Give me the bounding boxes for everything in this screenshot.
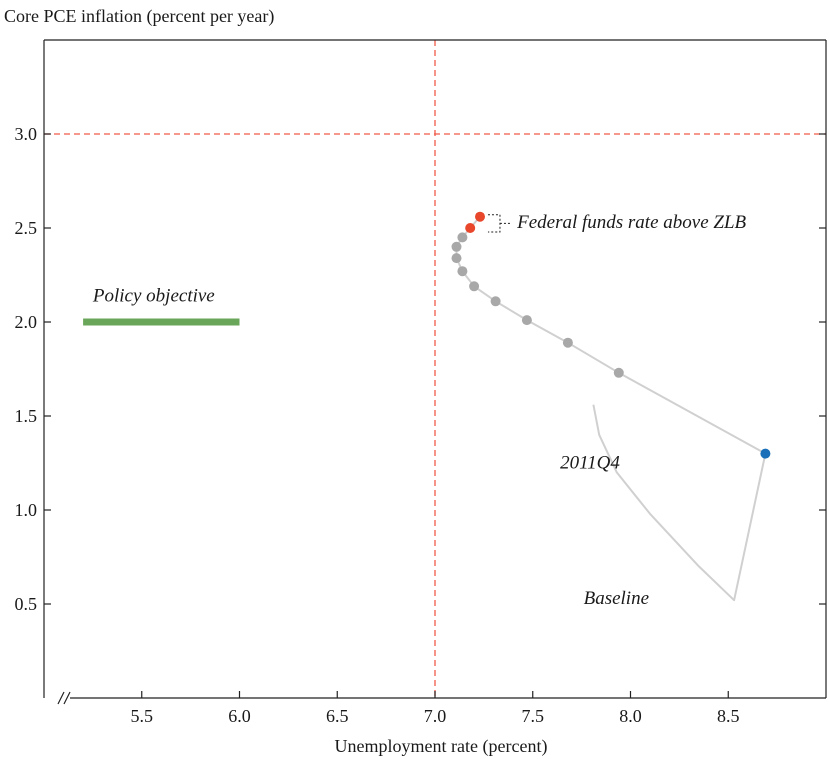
tick-labels: 5.5 6.0 6.5 7.0 7.5 8.0 8.5 0.5 1.0 1.5 2.0 2.5 3.0: [15, 124, 740, 726]
data-point-10: [465, 223, 476, 233]
x-tick-label-3: 7.0: [424, 706, 447, 726]
axis-break-mark-2: [63, 691, 71, 705]
series-line-1: [455, 216, 766, 455]
axis-break-mark-1: [57, 691, 65, 705]
y-tick-label-5: 3.0: [15, 124, 38, 144]
x-tick-label-2: 6.5: [326, 706, 349, 726]
x-tick-label-1: 6.0: [228, 706, 251, 726]
annotations: Policy objective Federal funds rate above…: [92, 212, 747, 609]
x-tick-label-0: 5.5: [131, 706, 154, 726]
data-point-9: [457, 232, 468, 243]
data-point-1: [613, 367, 624, 378]
data-point-7: [451, 253, 462, 264]
data-point-8: [451, 241, 462, 252]
zlb-bracket: [487, 214, 501, 233]
y-tick-label-3: 2.0: [15, 312, 38, 332]
x-tick-label-6: 8.5: [717, 706, 740, 726]
annotation-0: Policy objective: [92, 285, 215, 306]
data-point-6: [457, 266, 468, 277]
series-line-0: [592, 404, 767, 602]
axes: [43, 39, 827, 705]
reference-lines: [44, 40, 826, 698]
y-tick-label-4: 2.5: [15, 218, 38, 238]
x-axis-title: Unemployment rate (percent): [335, 736, 548, 757]
data-point-4: [490, 296, 501, 307]
data-point-11: [475, 211, 485, 222]
points-layer: [451, 211, 771, 459]
annotation-1: Federal funds rate above ZLB: [516, 212, 746, 233]
data-point-0: [760, 448, 771, 459]
annotation-2: 2011Q4: [560, 453, 620, 474]
x-tick-label-4: 7.5: [522, 706, 545, 726]
y-tick-label-2: 1.5: [15, 406, 38, 426]
y-axis-title: Core PCE inflation (percent per year): [4, 6, 274, 27]
annotation-3: Baseline: [584, 588, 649, 609]
y-tick-label-0: 0.5: [15, 594, 38, 614]
data-point-2: [562, 337, 573, 348]
data-point-5: [469, 281, 480, 292]
x-tick-label-5: 8.0: [619, 706, 642, 726]
y-tick-label-1: 1.0: [15, 500, 38, 520]
data-point-3: [521, 315, 532, 326]
series-layer: [455, 216, 767, 602]
policy-objective-layer: [83, 214, 510, 326]
